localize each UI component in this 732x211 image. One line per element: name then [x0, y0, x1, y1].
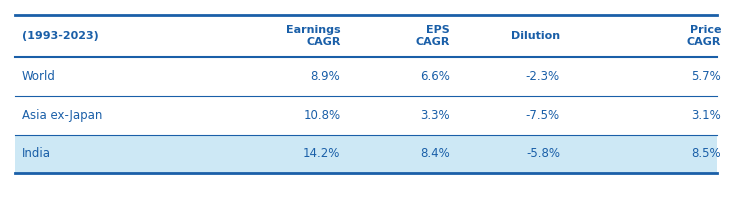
Text: India: India	[22, 147, 51, 160]
Text: Asia ex-Japan: Asia ex-Japan	[22, 109, 102, 122]
Text: -7.5%: -7.5%	[526, 109, 560, 122]
Text: 8.9%: 8.9%	[310, 70, 340, 83]
Text: Dilution: Dilution	[511, 31, 560, 41]
Text: 8.5%: 8.5%	[692, 147, 721, 160]
Text: EPS
CAGR: EPS CAGR	[416, 25, 450, 47]
Text: World: World	[22, 70, 56, 83]
Text: Price
CAGR: Price CAGR	[687, 25, 721, 47]
Text: -2.3%: -2.3%	[526, 70, 560, 83]
Text: (1993-2023): (1993-2023)	[22, 31, 99, 41]
Text: 3.1%: 3.1%	[691, 109, 721, 122]
Text: Earnings
CAGR: Earnings CAGR	[285, 25, 340, 47]
FancyBboxPatch shape	[15, 135, 717, 173]
Text: 5.7%: 5.7%	[691, 70, 721, 83]
Text: -5.8%: -5.8%	[526, 147, 560, 160]
Text: 6.6%: 6.6%	[420, 70, 450, 83]
Text: 10.8%: 10.8%	[303, 109, 340, 122]
Text: 3.3%: 3.3%	[421, 109, 450, 122]
Text: 8.4%: 8.4%	[420, 147, 450, 160]
Text: 14.2%: 14.2%	[303, 147, 340, 160]
